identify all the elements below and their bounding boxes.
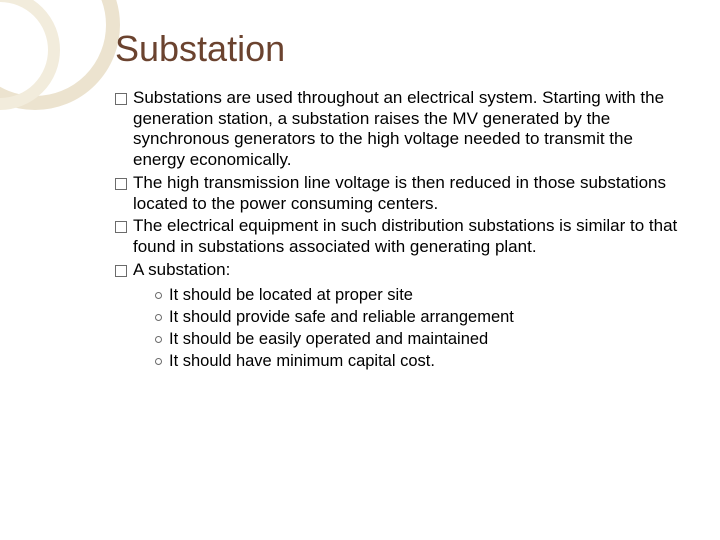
sub-bullet-text: It should have minimum capital cost.: [169, 352, 435, 370]
bullet-text: A substation:: [133, 260, 230, 279]
bullet-item: The high transmission line voltage is th…: [115, 173, 680, 214]
sub-bullet-text: It should provide safe and reliable arra…: [169, 308, 514, 326]
bullet-item: Substations are used throughout an elect…: [115, 88, 680, 171]
bullet-item: A substation: It should be located at pr…: [115, 260, 680, 371]
slide-title: Substation: [115, 28, 680, 70]
sub-bullet-text: It should be easily operated and maintai…: [169, 330, 488, 348]
bullet-item: The electrical equipment in such distrib…: [115, 216, 680, 257]
sub-bullet-item: It should be located at proper site: [155, 285, 680, 305]
bullet-text: The high transmission line voltage is th…: [133, 173, 666, 213]
sub-bullet-item: It should have minimum capital cost.: [155, 351, 680, 371]
bullet-text: The electrical equipment in such distrib…: [133, 216, 677, 256]
sub-bullet-list: It should be located at proper site It s…: [133, 285, 680, 372]
bullet-text: Substations are used throughout an elect…: [133, 88, 664, 169]
sub-bullet-item: It should provide safe and reliable arra…: [155, 307, 680, 327]
slide-content: Substation Substations are used througho…: [0, 0, 720, 540]
bullet-list: Substations are used throughout an elect…: [115, 88, 680, 371]
sub-bullet-item: It should be easily operated and maintai…: [155, 329, 680, 349]
sub-bullet-text: It should be located at proper site: [169, 286, 413, 304]
